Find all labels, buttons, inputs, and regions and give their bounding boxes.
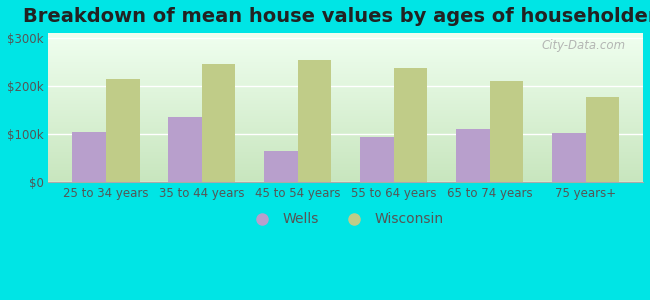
Text: City-Data.com: City-Data.com bbox=[541, 39, 625, 52]
Bar bbox=[106, 79, 140, 182]
Bar bbox=[394, 68, 427, 182]
Bar bbox=[456, 129, 489, 182]
Legend: Wells, Wisconsin: Wells, Wisconsin bbox=[242, 207, 449, 232]
Bar bbox=[168, 117, 202, 182]
Bar bbox=[552, 133, 586, 182]
Bar bbox=[72, 132, 106, 182]
Bar bbox=[202, 64, 235, 182]
Bar bbox=[360, 136, 394, 182]
Bar bbox=[298, 59, 332, 182]
Bar bbox=[489, 81, 523, 182]
Title: Breakdown of mean house values by ages of householders: Breakdown of mean house values by ages o… bbox=[23, 7, 650, 26]
Bar bbox=[586, 97, 619, 182]
Bar bbox=[264, 151, 298, 182]
